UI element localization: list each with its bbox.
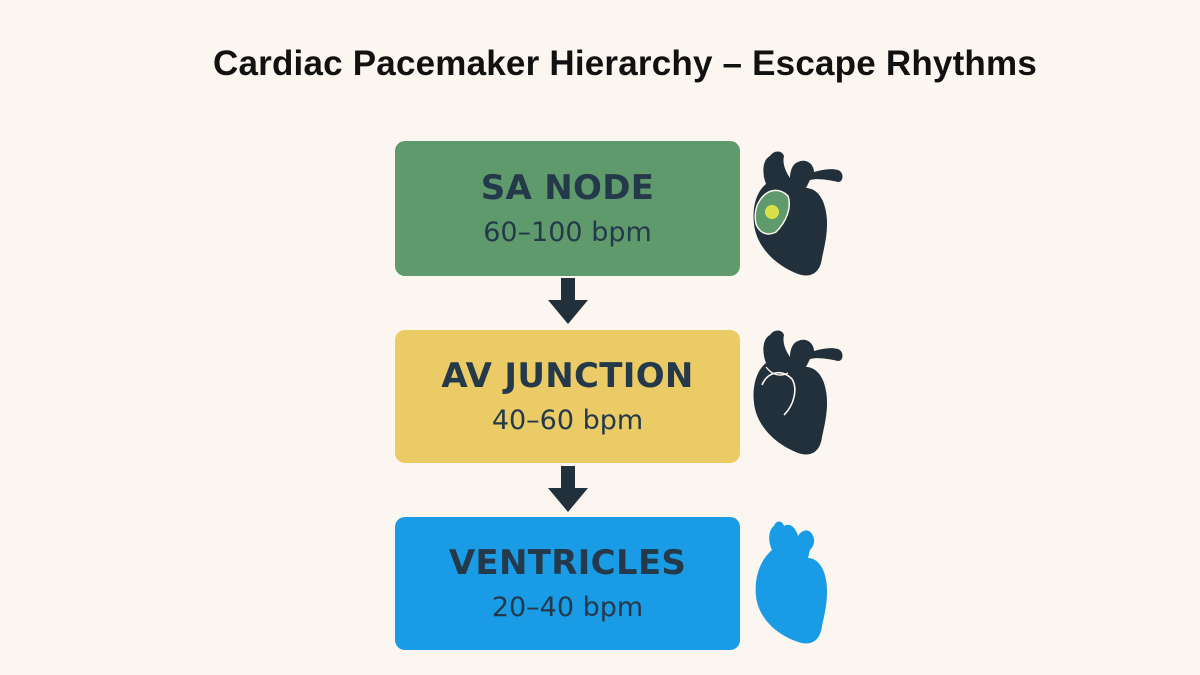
heart-ventricles-icon xyxy=(755,521,828,644)
heart-av-junction-icon xyxy=(753,330,843,455)
av-junction-box: AV JUNCTION 40–60 bpm xyxy=(395,330,740,463)
down-arrow-icon xyxy=(548,278,588,324)
ventricles-rate: 20–40 bpm xyxy=(491,591,644,623)
ventricles-box: VENTRICLES 20–40 bpm xyxy=(395,517,740,650)
sa-node-rate: 60–100 bpm xyxy=(483,216,652,248)
down-arrow-icon xyxy=(548,466,588,512)
heart-sa-node-icon xyxy=(753,151,843,276)
av-junction-label: AV JUNCTION xyxy=(441,355,694,396)
av-junction-rate: 40–60 bpm xyxy=(491,404,644,436)
sa-node-box: SA NODE 60–100 bpm xyxy=(395,141,740,276)
ventricles-label: VENTRICLES xyxy=(448,542,687,583)
sa-node-label: SA NODE xyxy=(480,167,655,208)
diagram-title: Cardiac Pacemaker Hierarchy – Escape Rhy… xyxy=(213,44,1037,83)
